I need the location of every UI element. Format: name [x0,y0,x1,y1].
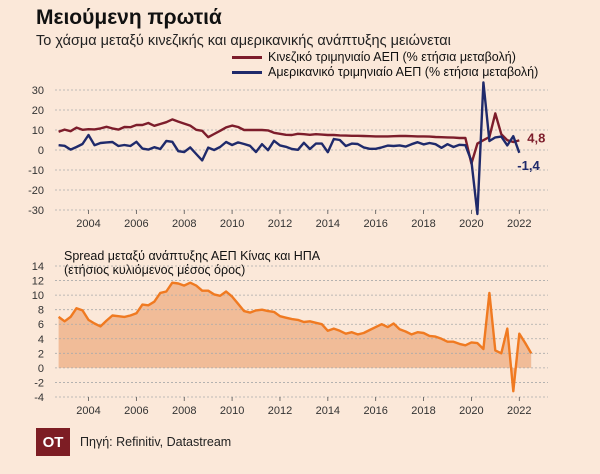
spread-x-tick-label: 2016 [363,405,387,417]
spread-x-tick-label: 2012 [268,405,292,417]
spread-chart-title-line-2: (ετήσιος κυλιόμενος μέσος όρος) [64,263,245,277]
legend-swatch-china [232,55,262,59]
legend-label-usa: Αμερικανικό τριμηνιαίο ΑΕΠ (% ετήσια μετ… [268,65,539,79]
gdp-x-tick-label: 2010 [220,218,244,230]
spread-y-tick-label: 10 [32,290,44,302]
page-subtitle: Το χάσμα μεταξύ κινεζικής και αμερικανικ… [36,33,451,49]
end-label-usa: -1,4 [517,158,540,173]
spread-x-tick-label: 2010 [220,405,244,417]
spread-y-tick-label: -2 [34,377,44,389]
page-title: Μειούμενη πρωτιά [36,6,222,29]
spread-x-tick-label: 2008 [172,405,196,417]
gdp-y-tick-label: -20 [28,185,44,197]
spread-y-tick-label: 6 [38,319,44,331]
gdp-x-tick-label: 2008 [172,218,196,230]
series-line-china [58,112,520,165]
source-note: Πηγή: Refinitiv, Datastream [80,435,232,449]
gdp-y-tick-label: -10 [28,165,44,177]
spread-chart-title-line-1: Spread μεταξύ ανάπτυξης ΑΕΠ Κίνας και ΗΠ… [64,249,321,263]
spread-y-tick-label: 14 [32,261,44,273]
spread-chart: Spread μεταξύ ανάπτυξης ΑΕΠ Κίνας και ΗΠ… [32,249,548,417]
gdp-x-tick-label: 2004 [76,218,100,230]
series-line-usa [58,81,521,216]
gdp-y-tick-label: 0 [38,145,44,157]
gdp-y-tick-label: 20 [32,105,44,117]
gdp-y-tick-label: 10 [32,125,44,137]
gdp-x-tick-label: 2022 [507,218,531,230]
spread-line [57,281,533,393]
legend-item-usa: Αμερικανικό τριμηνιαίο ΑΕΠ (% ετήσια μετ… [232,64,538,80]
gdp-x-tick-label: 2006 [124,218,148,230]
gdp-y-tick-label: -30 [28,205,44,217]
spread-y-tick-label: 8 [38,305,44,317]
end-label-china: 4,8 [527,130,545,145]
gdp-x-tick-label: 2016 [363,218,387,230]
gdp-x-tick-label: 2020 [459,218,483,230]
spread-y-tick-label: 12 [32,276,44,288]
spread-y-tick-label: 4 [38,334,44,346]
gdp-x-tick-label: 2018 [411,218,435,230]
spread-area-fill [58,282,532,392]
brand-logo: OT [36,428,70,456]
legend-item-china: Κινεζικό τριμηνιαίο ΑΕΠ (% ετήσια μεταβο… [232,49,516,65]
spread-y-tick-label: -4 [34,392,44,404]
spread-x-tick-label: 2018 [411,405,435,417]
spread-y-tick-label: 0 [38,363,44,375]
spread-y-tick-label: 2 [38,348,44,360]
gdp-x-tick-label: 2014 [316,218,340,230]
spread-x-tick-label: 2022 [507,405,531,417]
spread-x-tick-label: 2004 [76,405,100,417]
legend-label-china: Κινεζικό τριμηνιαίο ΑΕΠ (% ετήσια μεταβο… [268,50,516,64]
legend-swatch-usa [232,70,262,74]
gdp-y-tick-label: 30 [32,85,44,97]
spread-x-tick-label: 2014 [316,405,340,417]
spread-x-tick-label: 2020 [459,405,483,417]
gdp-x-tick-label: 2012 [268,218,292,230]
spread-x-tick-label: 2006 [124,405,148,417]
